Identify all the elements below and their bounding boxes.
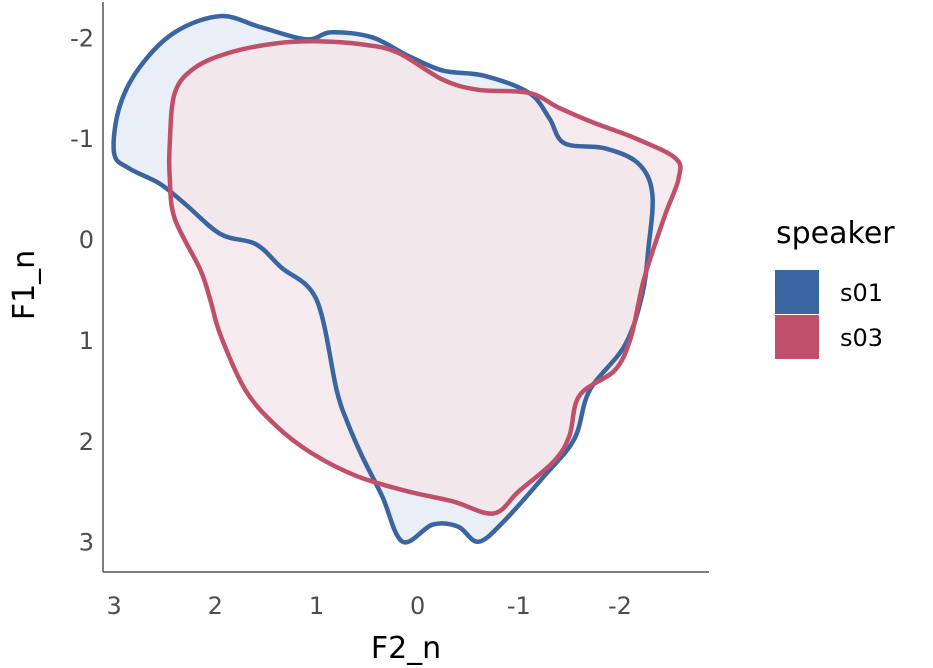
plot-area: 3 2 1 0 -1 -2 -2 -1 0 1 2 3 [70,2,709,620]
y-tick-label: -2 [70,24,94,52]
y-tick-labels: -2 -1 0 1 2 3 [70,24,94,556]
density-contour-s01 [111,13,655,545]
x-tick-label: 2 [208,592,223,620]
density-contour-s03 [166,39,683,516]
legend-swatch-s01 [775,270,819,314]
x-axis-title: F2_n [371,631,441,666]
legend-title: speaker [776,216,895,251]
legend-items: s01 s03 [775,270,883,359]
legend-label-s03: s03 [840,324,883,352]
y-tick-label: -1 [70,125,94,153]
legend-swatch-s03 [775,315,819,359]
density-fill-s03 [169,41,681,514]
y-tick-label: 1 [79,327,94,355]
y-tick-label: 3 [79,529,94,557]
x-tick-label: -1 [507,592,531,620]
x-tick-label: 3 [106,592,121,620]
x-tick-label: -2 [608,592,632,620]
legend: speaker s01 s03 [775,216,895,359]
series-layer [111,13,683,545]
legend-label-s01: s01 [840,279,883,307]
x-tick-label: 0 [410,592,425,620]
x-tick-labels: 3 2 1 0 -1 -2 [106,592,631,620]
y-tick-label: 0 [79,226,94,254]
y-axis-title: F1_n [7,250,42,320]
y-tick-label: 2 [79,428,94,456]
x-tick-label: 1 [309,592,324,620]
